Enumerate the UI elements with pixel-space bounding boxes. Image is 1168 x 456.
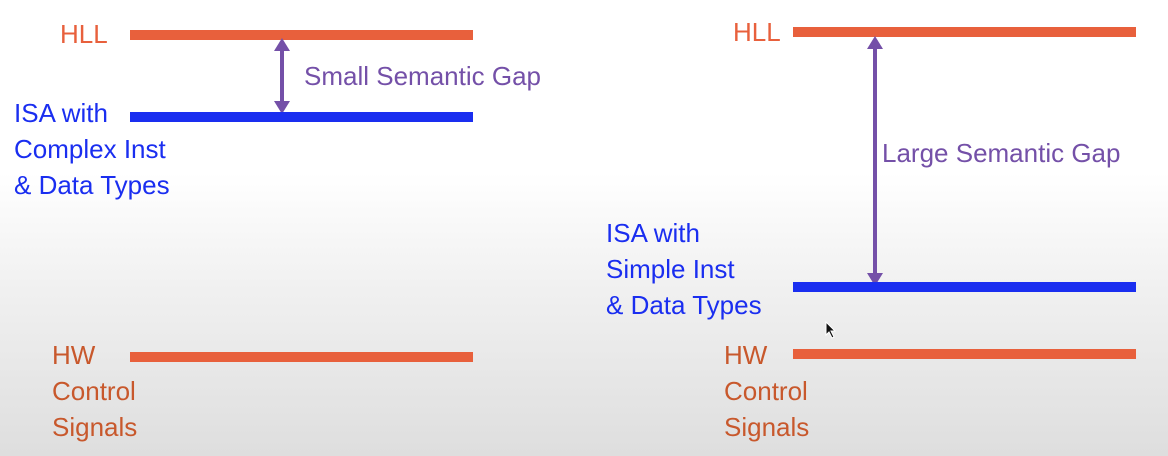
double-headed-arrow-icon xyxy=(274,38,290,114)
large-semantic-gap-label: Large Semantic Gap xyxy=(882,138,1121,168)
left-isa-label: ISA with Complex Inst & Data Types xyxy=(14,95,170,203)
left-isa-label-line3: & Data Types xyxy=(14,170,170,200)
left-hw-label-line2: Control xyxy=(52,376,136,406)
left-hw-label-line1: HW xyxy=(52,340,96,370)
right-hw-line xyxy=(793,349,1136,359)
right-hw-label-line1: HW xyxy=(724,340,768,370)
left-isa-line xyxy=(130,112,473,122)
left-isa-label-line2: Complex Inst xyxy=(14,134,166,164)
mouse-pointer-icon xyxy=(825,321,837,339)
right-isa-label-line2: Simple Inst xyxy=(606,254,735,284)
right-hll-label: HLL xyxy=(733,17,781,47)
left-hll-label: HLL xyxy=(60,19,108,49)
right-hw-label-line2: Control xyxy=(724,376,808,406)
right-isa-label-line1: ISA with xyxy=(606,218,700,248)
left-hw-label-line3: Signals xyxy=(52,412,138,442)
left-hll-line xyxy=(130,30,473,40)
right-isa-label-line3: & Data Types xyxy=(606,290,762,320)
left-hw-label: HW Control Signals xyxy=(52,337,137,445)
right-hw-label: HW Control Signals xyxy=(724,337,809,445)
right-hw-label-line3: Signals xyxy=(724,412,810,442)
right-isa-label: ISA with Simple Inst & Data Types xyxy=(606,215,762,323)
right-isa-line xyxy=(793,282,1136,292)
left-hw-line xyxy=(130,352,473,362)
double-headed-arrow-icon xyxy=(867,36,883,286)
small-semantic-gap-label: Small Semantic Gap xyxy=(304,61,541,91)
right-hll-line xyxy=(793,27,1136,37)
left-isa-label-line1: ISA with xyxy=(14,98,108,128)
